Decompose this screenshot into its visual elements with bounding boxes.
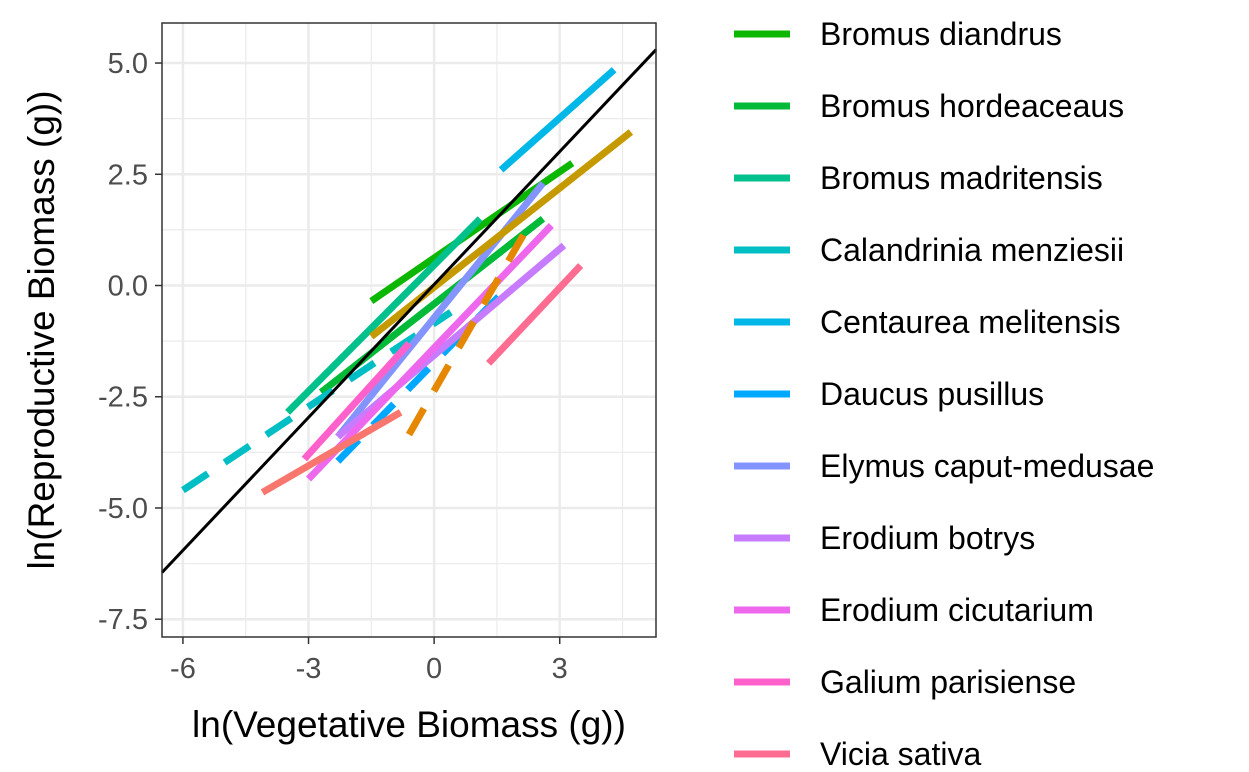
legend-label: Elymus caput-medusae [820,448,1154,484]
series-line [285,216,483,415]
panel-background [162,23,656,637]
legend-label: Galium parisiense [820,664,1076,700]
series-line [369,129,634,340]
legend-label: Bromus madritensis [820,160,1103,196]
legend-label: Calandrinia menziesii [820,232,1124,268]
y-tick-label: 5.0 [108,48,148,80]
y-axis-title: ln(Reproductive Biomass (g)) [21,90,62,569]
y-tick-label: 2.5 [108,159,148,191]
legend-item: Elymus caput-medusae [734,448,1154,484]
legend-item: Bromus diandrus [734,16,1062,52]
legend-label: Daucus pusillus [820,376,1044,412]
series-line [485,263,584,366]
y-tick-label: -2.5 [98,382,148,414]
legend-item: Bromus madritensis [734,160,1103,196]
grid-major [162,23,656,637]
legend-item: Calandrinia menziesii [734,232,1124,268]
y-tick-label: -7.5 [98,604,148,636]
y-axis: 5.0 2.5 0.0 -2.5 -5.0 -7.5 [98,48,162,636]
legend-item: Erodium botrys [734,520,1035,556]
series-line [301,340,412,462]
reference-layer [160,48,658,574]
series-line [305,223,554,482]
reference-line [160,48,658,574]
legend-item: Galium parisiense [734,664,1076,700]
legend-label: Erodium cicutarium [820,592,1094,628]
legend-item: Vicia sativa [734,736,981,772]
series-line [260,409,403,496]
panel-border [161,22,657,638]
legend-item: Erodium cicutarium [734,592,1094,628]
x-tick-label: -3 [296,653,322,685]
series-line [405,228,530,437]
series-line [498,67,617,173]
legend-label: Bromus diandrus [820,16,1062,52]
x-tick-label: 0 [426,653,442,685]
legend-item: Centaurea melitensis [734,304,1121,340]
legend-item: Daucus pusillus [734,376,1044,412]
x-axis-title: ln(Vegetative Biomass (g)) [192,704,626,745]
x-tick-label: 3 [552,653,568,685]
y-tick-label: 0.0 [108,271,148,303]
x-tick-label: -6 [170,653,196,685]
legend-label: Bromus hordeaceaus [820,88,1124,124]
x-axis: -6 -3 0 3 [170,637,568,685]
legend-label: Centaurea melitensis [820,304,1121,340]
legend: Bromus diandrus Bromus hordeaceaus Bromus … [734,16,1154,772]
legend-label: Erodium botrys [820,520,1035,556]
legend-item: Bromus hordeaceaus [734,88,1124,124]
legend-label: Vicia sativa [820,736,981,772]
y-tick-label: -5.0 [98,493,148,525]
